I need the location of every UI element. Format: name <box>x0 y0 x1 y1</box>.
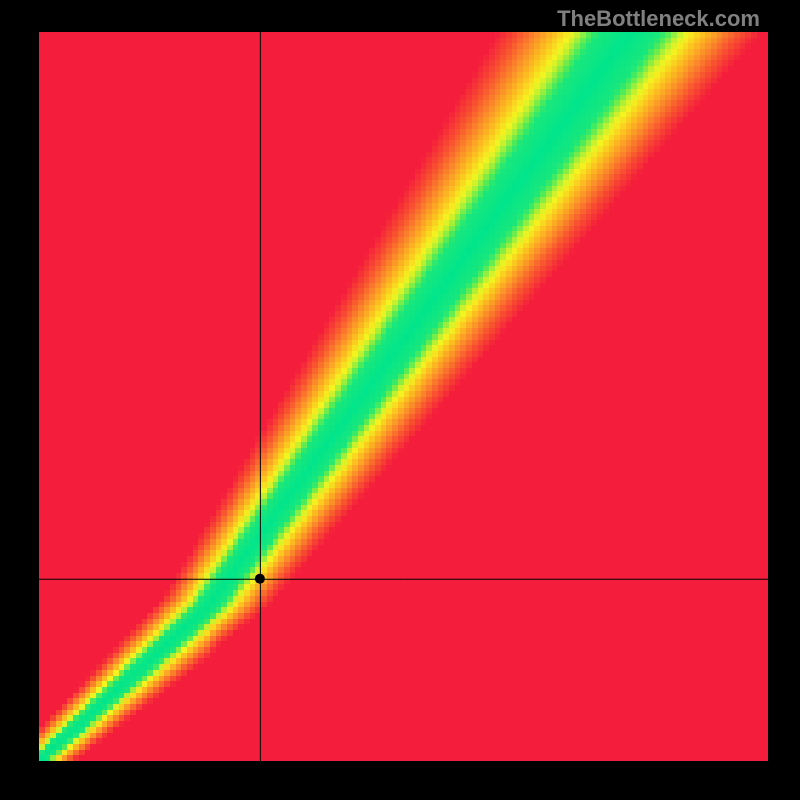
chart-container: TheBottleneck.com <box>0 0 800 800</box>
heatmap-canvas <box>39 32 768 761</box>
heatmap-plot <box>39 32 768 761</box>
watermark-text: TheBottleneck.com <box>557 6 760 32</box>
